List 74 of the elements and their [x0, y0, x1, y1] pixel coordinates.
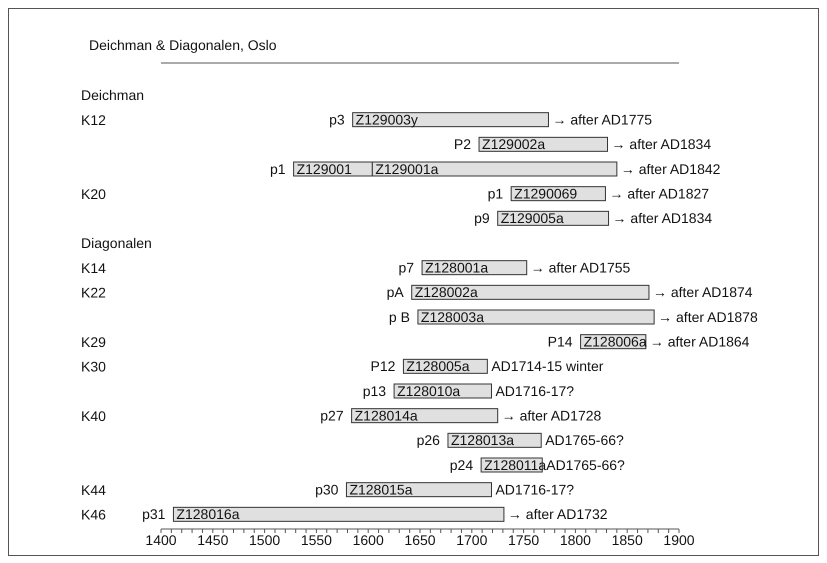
y-tick-label: K40 — [81, 408, 106, 424]
annotation: p7 — [398, 260, 414, 276]
data-label: Z128016a — [176, 506, 240, 522]
annotation: pA — [386, 284, 404, 300]
annotation: → after AD1842 — [620, 160, 721, 177]
y-tick-label: Deichman — [81, 87, 144, 104]
x-tick-label: 1700 — [456, 532, 488, 548]
x-tick-label: 1600 — [352, 532, 384, 548]
annotation: p1 — [270, 160, 286, 177]
annotation: p24 — [450, 456, 474, 473]
bar — [172, 506, 504, 522]
bar — [417, 310, 655, 324]
annotation: p27 — [320, 408, 344, 424]
y-tick-label: K12 — [81, 112, 106, 128]
annotation: → after AD1874 — [652, 284, 753, 300]
x-tick-label: 1500 — [249, 532, 280, 548]
data-label: Z128005a — [406, 358, 470, 374]
bar — [411, 284, 650, 300]
x-tick-label: 1650 — [404, 532, 436, 548]
data-label: Z1290069 — [514, 186, 578, 202]
annotation: → after AD1827 — [609, 186, 710, 202]
annotation: → after AD1878 — [658, 308, 758, 325]
x-tick-label: 1400 — [145, 532, 177, 548]
annotation: P14 — [548, 334, 573, 350]
y-tick-label: K14 — [81, 260, 106, 276]
data-label: Z128002a — [414, 284, 478, 300]
x-tick-label: 1900 — [663, 532, 695, 548]
annotation: AD1716-17? — [495, 482, 574, 498]
annotation: p1 — [488, 186, 504, 202]
annotation: p B — [388, 308, 410, 325]
y-tick-label: Diagonalen — [81, 235, 152, 252]
annotation: AD1716-17? — [495, 382, 574, 399]
y-tick-label: K30 — [81, 358, 106, 375]
y-tick-label: K20 — [81, 186, 106, 202]
data-label: Z128010a — [397, 382, 460, 399]
annotation: AD1714-15 winter — [491, 358, 604, 374]
data-label: Z128014a — [354, 408, 418, 424]
annotation: P12 — [370, 358, 396, 374]
y-tick-label: K29 — [81, 334, 106, 350]
annotation: p9 — [474, 210, 490, 226]
data-label: Z128001a — [425, 260, 488, 276]
annotation: p3 — [329, 112, 345, 128]
annotation: → after AD1775 — [552, 112, 652, 128]
x-tick-label: 1750 — [508, 532, 540, 548]
annotation: → after AD1834 — [612, 136, 712, 152]
annotation: AD1765-66? — [545, 432, 624, 448]
annotation: → after AD1864 — [650, 334, 750, 350]
data-label: Z128003a — [420, 308, 484, 325]
data-label: Z129003y — [356, 112, 418, 128]
annotation: → after AD1755 — [530, 260, 631, 276]
chart-title: Deichman & Diagonalen, Oslo — [89, 37, 277, 53]
bar — [352, 112, 549, 128]
annotation: p31 — [142, 506, 166, 522]
annotation: AD1765-66? — [546, 456, 626, 473]
annotation: → after AD1834 — [612, 210, 712, 226]
y-tick-label: K22 — [81, 284, 106, 301]
annotation: → after AD1732 — [508, 506, 608, 522]
data-label: Z129005a — [500, 210, 564, 226]
y-tick-label: K46 — [81, 506, 106, 523]
annotation: p30 — [315, 482, 339, 498]
annotation: P2 — [454, 136, 472, 152]
y-tick-label: K44 — [81, 482, 106, 498]
x-tick-label: 1550 — [300, 532, 332, 548]
data-label: Z129002a — [482, 136, 546, 152]
x-tick-label: 1800 — [560, 532, 592, 548]
annotation: p13 — [362, 382, 386, 399]
data-label: Z129001 — [296, 160, 352, 177]
data-label: Z129001a — [375, 160, 439, 177]
data-label: Z128013a — [450, 432, 514, 448]
data-label: Z128015a — [349, 482, 413, 498]
annotation: → after AD1728 — [502, 408, 602, 424]
x-tick-label: 1450 — [197, 532, 229, 548]
annotation: p26 — [416, 432, 440, 448]
x-tick-label: 1850 — [612, 532, 643, 548]
